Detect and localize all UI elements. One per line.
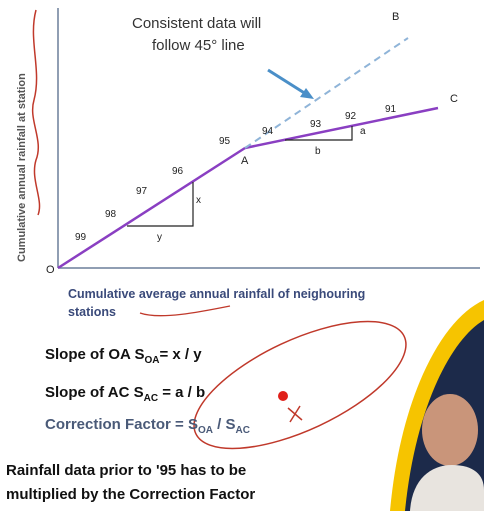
equation-sub: AC bbox=[235, 425, 249, 436]
segment-oa bbox=[57, 146, 246, 270]
triangle-label: y bbox=[157, 232, 162, 243]
point-label: C bbox=[450, 93, 458, 105]
triangle-label: b bbox=[315, 146, 321, 157]
equation-text: Correction Factor = S bbox=[45, 416, 198, 433]
triangle-label: x bbox=[196, 195, 201, 206]
note-line: multiplied by the Correction Factor bbox=[6, 486, 255, 503]
ink-ellipse bbox=[193, 320, 407, 450]
equation-text: Slope of AC S bbox=[45, 384, 144, 401]
arrow-head bbox=[300, 88, 314, 99]
equation-tail: = x / y bbox=[159, 346, 202, 363]
ink-dot bbox=[278, 391, 288, 401]
year-label: 91 bbox=[385, 104, 397, 115]
equation-text: Slope of OA S bbox=[45, 346, 144, 363]
segment-ac bbox=[244, 106, 439, 150]
equation-tail: / S bbox=[213, 416, 236, 433]
triangle-oa bbox=[127, 182, 194, 227]
year-label: 93 bbox=[310, 119, 322, 130]
equation: Slope of OA SOA= x / y bbox=[45, 346, 202, 366]
point-label: O bbox=[46, 264, 55, 276]
equation-tail: = a / b bbox=[158, 384, 205, 401]
year-label: 95 bbox=[219, 136, 231, 147]
equation: Slope of AC SAC = a / b bbox=[45, 384, 205, 404]
annotation-line: follow 45° line bbox=[152, 37, 245, 54]
year-label: 98 bbox=[105, 209, 117, 220]
presenter-shirt bbox=[410, 465, 484, 511]
triangle-label: a bbox=[360, 126, 366, 137]
equation: Correction Factor = SOA / SAC bbox=[45, 416, 250, 436]
equation-sub: OA bbox=[198, 425, 213, 436]
y-axis-label: Cumulative annual rainfall at station bbox=[16, 73, 28, 262]
year-label: 94 bbox=[262, 126, 274, 137]
x-axis-label: Cumulative average annual rainfall of ne… bbox=[68, 287, 365, 301]
line-ab bbox=[244, 37, 409, 149]
year-label: 99 bbox=[75, 232, 87, 243]
equation-sub: AC bbox=[144, 393, 158, 404]
year-label: 96 bbox=[172, 166, 184, 177]
year-label: 92 bbox=[345, 111, 357, 122]
point-label: B bbox=[392, 11, 399, 23]
ink-cross bbox=[287, 405, 303, 423]
triangle-ac bbox=[285, 126, 353, 141]
ink-underline bbox=[139, 305, 231, 317]
x-axis-label: stations bbox=[68, 305, 116, 319]
ink-brace bbox=[32, 9, 41, 216]
year-label: 97 bbox=[136, 186, 148, 197]
point-label: A bbox=[241, 155, 249, 167]
presenter-head bbox=[422, 394, 478, 466]
annotation-line: Consistent data will bbox=[132, 15, 261, 32]
note-line: Rainfall data prior to '95 has to be bbox=[6, 462, 246, 479]
arrow bbox=[267, 68, 307, 96]
equation-sub: OA bbox=[144, 355, 159, 366]
